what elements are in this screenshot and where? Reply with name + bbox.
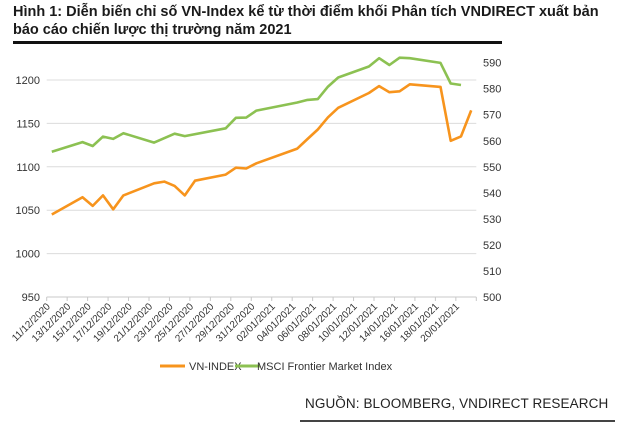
- y-right-tick-label: 570: [483, 110, 501, 122]
- y-left-tick-label: 1000: [16, 249, 40, 261]
- y-right-tick-label: 540: [483, 188, 501, 200]
- legend-label: MSCI Frontier Market Index: [257, 361, 393, 373]
- series-line-vn-index: [51, 83, 473, 216]
- y-right-tick-label: 500: [483, 292, 501, 304]
- y-right-tick-label: 520: [483, 240, 501, 252]
- y-right-tick-label: 510: [483, 266, 501, 278]
- y-left-tick-label: 1200: [16, 75, 40, 87]
- figure-title: Hình 1: Diễn biến chỉ số VN-Index kể từ …: [13, 4, 599, 38]
- y-right-tick-label: 560: [483, 136, 501, 148]
- y-right-tick-label: 590: [483, 58, 501, 70]
- source-note: NGUỒN: BLOOMBERG, VNDIRECT RESEARCH: [305, 396, 609, 411]
- y-left-tick-label: 950: [22, 292, 40, 304]
- y-left-tick-label: 1050: [16, 205, 40, 217]
- series-line-msci-frontier: [51, 56, 462, 153]
- y-left-tick-label: 1150: [16, 118, 40, 130]
- y-right-tick-label: 580: [483, 84, 501, 96]
- legend-label: VN-INDEX: [189, 361, 242, 373]
- source-divider: [300, 420, 615, 422]
- y-left-tick-label: 1100: [16, 162, 40, 174]
- y-right-tick-label: 550: [483, 162, 501, 174]
- title-divider: [13, 41, 502, 44]
- y-right-tick-label: 530: [483, 214, 501, 226]
